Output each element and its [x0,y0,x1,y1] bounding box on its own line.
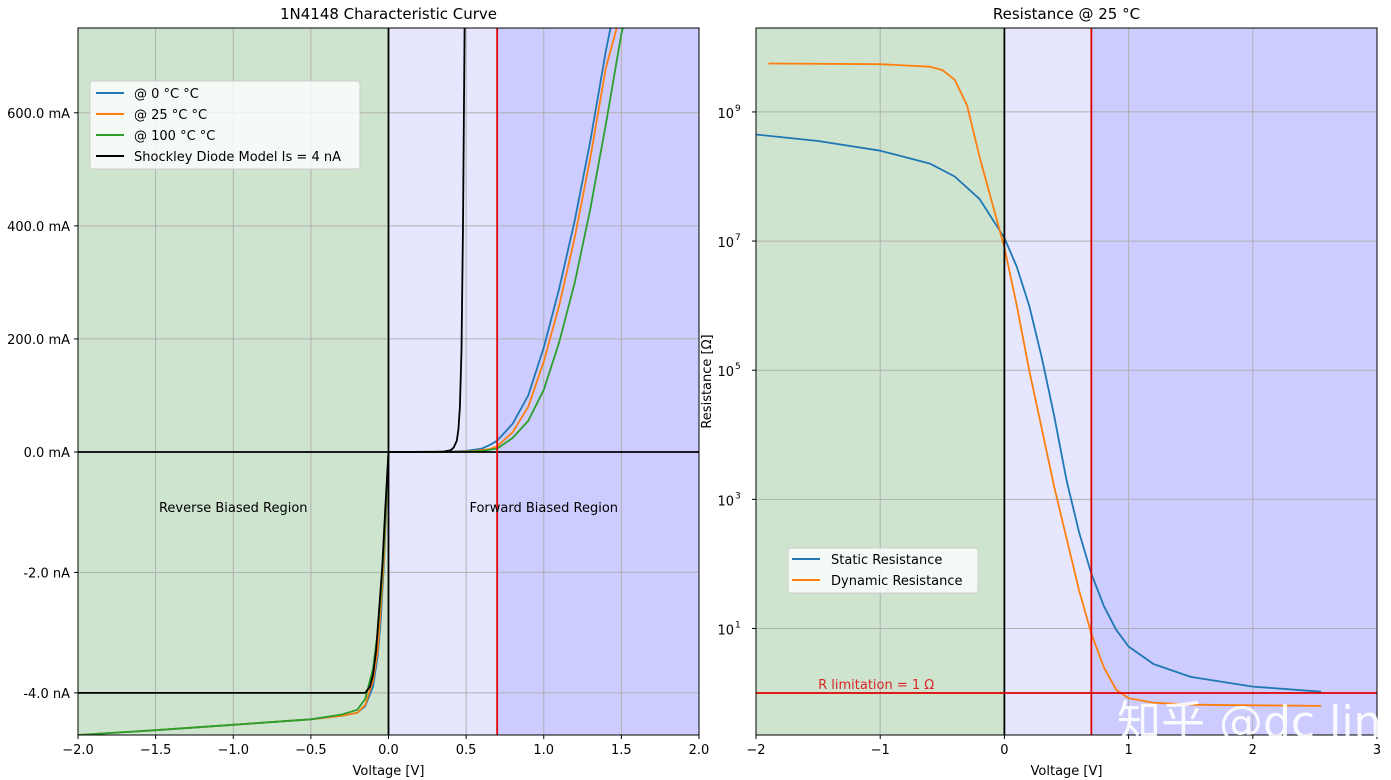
iv-characteristic-chart: −2.0 −1.5 −1.0 −0.5 0.0 0.5 1.0 1.5 2.0 0.0 mA 200… [7,5,709,779]
left-region-forward_high [497,28,699,735]
left-y-tick-label: 0.0 mA [24,446,70,461]
right-reference-lines [756,28,1377,735]
right-x-tick-label: 0 [1000,743,1008,758]
right-region-forward_high [1091,28,1377,735]
left-x-tick-label: −0.5 [295,743,327,758]
r-limitation-label: R limitation = 1 Ω [818,678,934,693]
left-y-tick-label: 600.0 mA [7,107,70,122]
left-x-tick-label: 0.0 [378,743,399,758]
right-x-axis-label: Voltage [V] [1031,764,1103,779]
left-y-tick-label: -2.0 nA [23,566,70,581]
right-y-tick-exponent: 3 [735,491,741,501]
left-legend-label-2: @ 100 °C °C [134,129,215,144]
right-y-tick-exponent: 7 [735,233,741,243]
watermark: 知乎 @dc lin [1117,697,1381,748]
left-region-forward_low [388,28,498,735]
reverse-region-label: Reverse Biased Region [159,501,308,516]
right-legend-label-1: Dynamic Resistance [831,574,963,589]
right-y-tick-label: 10 [717,107,734,122]
right-x-tick-label: 3 [1373,743,1381,758]
left-y-tick-label: 400.0 mA [7,220,70,235]
left-x-tick-label: 2.0 [689,743,710,758]
left-series-reverse-3 [78,451,390,694]
left-x-axis-label: Voltage [V] [353,764,425,779]
right-x-tick-label: 2 [1249,743,1257,758]
right-region-forward_low [1004,28,1092,735]
left-reference-lines [78,28,699,735]
right-axes-frame [755,27,1378,736]
left-legend: @ 0 °C °C @ 25 °C °C @ 100 °C °C Shockley D… [89,80,361,170]
right-y-tick-label: 10 [717,365,734,380]
left-x-tick-label: −2.0 [62,743,94,758]
left-x-tick-label: −1.5 [140,743,172,758]
right-x-tick-label: −1 [871,743,890,758]
left-x-tick-label: −1.0 [217,743,249,758]
left-x-tick-label: 1.5 [611,743,632,758]
right-legend-label-0: Static Resistance [831,553,942,568]
left-series-forward-2 [388,28,624,453]
right-series-0 [756,133,1322,693]
right-y-tick-exponent: 1 [735,620,741,630]
right-chart-title: Resistance @ 25 °C [993,5,1140,23]
left-y-tick-label: -4.0 nA [23,687,70,702]
right-legend-box [787,547,979,594]
right-y-tick-label: 10 [717,236,734,251]
right-y-axis-label: Resistance [Ω] [700,334,715,428]
right-x-tick-label: −2 [746,743,765,758]
right-y-tick-label: 10 [717,494,734,509]
left-x-tick-label: 1.0 [533,743,554,758]
right-series [756,62,1322,707]
right-x-tick-label: 1 [1124,743,1132,758]
left-x-tick-label: 0.5 [456,743,477,758]
right-y-tick-exponent: 9 [735,104,741,114]
left-legend-label-1: @ 25 °C °C [134,108,207,123]
forward-region-label: Forward Biased Region [469,501,618,516]
left-y-tick-label: 200.0 mA [7,333,70,348]
left-chart-title: 1N4148 Characteristic Curve [280,5,497,23]
right-series-1 [768,62,1322,707]
left-tick-labels: −2.0 −1.5 −1.0 −0.5 0.0 0.5 1.0 1.5 2.0 0.0 mA 200… [7,107,709,758]
right-y-tick-exponent: 5 [735,362,741,372]
left-legend-box [89,80,361,170]
left-legend-label-3: Shockley Diode Model Is = 4 nA [134,150,341,165]
left-legend-label-0: @ 0 °C °C [134,87,199,102]
right-y-tick-label: 10 [717,623,734,638]
right-region-backgrounds [756,28,1377,735]
right-legend: Static Resistance Dynamic Resistance [787,547,979,594]
